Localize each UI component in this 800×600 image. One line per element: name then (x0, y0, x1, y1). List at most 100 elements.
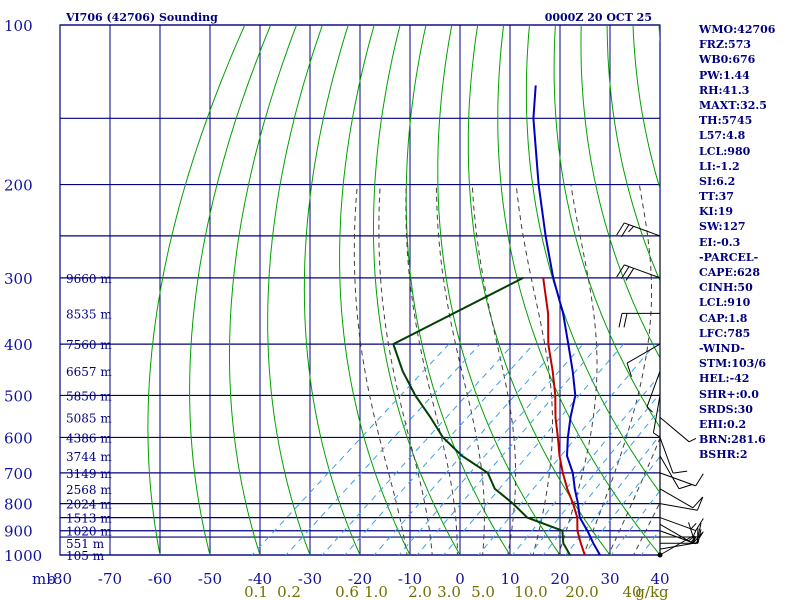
temperature-line (532, 85, 602, 555)
index-item: BRN:281.6 (699, 433, 766, 447)
sounding-profiles (392, 85, 602, 555)
mixing-ratio-line (321, 343, 514, 555)
wind-barb (659, 472, 704, 487)
temperature-tick-label: 30 (600, 570, 619, 588)
moist-adiabat (378, 184, 433, 555)
pressure-tick-label: 200 (4, 177, 33, 195)
index-item: LFC:785 (699, 326, 751, 340)
dry-adiabat (373, 25, 461, 555)
index-item: CINH:50 (699, 281, 753, 295)
wind-barb (659, 488, 703, 509)
barb-shaft (624, 264, 661, 279)
mixing-ratio-line (582, 455, 660, 555)
index-item: PW:1.44 (699, 68, 750, 82)
chart-time: 0000Z 20 OCT 25 (545, 11, 652, 24)
barb-shaft (659, 437, 674, 474)
index-item: L57:4.8 (699, 129, 746, 143)
pressure-unit-label: mb (32, 570, 56, 588)
dry-adiabat (229, 25, 298, 555)
height-label: 3149 m (66, 467, 112, 481)
wind-barb (646, 371, 661, 413)
index-item: TT:37 (699, 190, 734, 204)
index-item: STM:103/6 (699, 357, 766, 371)
mixing-ratio-label: 5.0 (471, 583, 495, 600)
height-label: 551 m (66, 537, 105, 551)
mixing-ratio-line (285, 343, 481, 555)
dry-adiabat (467, 25, 611, 555)
pressure-tick-label: 400 (4, 336, 33, 354)
index-item: LCL:980 (699, 144, 751, 158)
barb-shaft (652, 395, 661, 433)
barb-flag (688, 535, 695, 542)
wind-barb (659, 496, 704, 511)
temperature-tick-label: 40 (650, 570, 669, 588)
index-item: WB0:676 (699, 53, 756, 67)
barb-flag (695, 473, 704, 487)
barb-shaft (626, 343, 661, 364)
height-label: 2024 m (66, 498, 112, 512)
mixing-ratio-label: g/kg (635, 583, 669, 600)
height-label: 8535 m (66, 307, 112, 321)
index-item: BSHR:2 (699, 448, 748, 462)
height-label: 6657 m (66, 365, 112, 379)
index-item: RH:41.3 (699, 83, 750, 97)
barb-flag (653, 432, 661, 438)
barb-shaft (659, 455, 680, 490)
wind-barb (652, 395, 661, 438)
moist-adiabat (471, 184, 517, 555)
wind-barb (659, 455, 693, 490)
pressure-tick-label: 700 (4, 465, 33, 483)
barb-flag (618, 313, 623, 328)
index-item: SI:6.2 (699, 174, 736, 188)
mixing-ratio-line (373, 343, 561, 555)
dry-adiabat (525, 25, 660, 494)
chart-title: VI706 (42706) Sounding (65, 11, 218, 24)
temperature-tick-label: -70 (98, 570, 122, 588)
barb-shaft (646, 371, 661, 408)
barb-flag (620, 224, 630, 238)
barb-flag (692, 529, 697, 538)
barb-shaft (659, 535, 694, 556)
barb-flag (623, 313, 628, 328)
index-item: EHI:0.2 (699, 417, 747, 431)
dry-adiabat (405, 25, 511, 555)
barb-shaft (659, 488, 694, 509)
barb-flag (697, 522, 702, 538)
index-item: CAP:1.8 (699, 311, 748, 325)
mixing-ratio-label: 0.2 (277, 583, 301, 600)
mixing-ratio-label: 2.0 (408, 583, 432, 600)
index-item: KI:19 (699, 205, 734, 219)
moist-adiabat (633, 501, 660, 555)
temperature-tick-label: 0 (455, 570, 465, 588)
index-item: FRZ:573 (699, 38, 752, 52)
moist-adiabat (435, 184, 485, 555)
barb-flag (692, 496, 703, 509)
mixing-ratio-label: 3.0 (437, 583, 461, 600)
wind-barb (626, 343, 661, 377)
barb-flag (695, 518, 704, 531)
index-item: SRDS:30 (699, 402, 753, 416)
barb-flag (620, 266, 630, 279)
index-item: EI:-0.3 (699, 235, 741, 249)
dry-adiabat (189, 25, 272, 555)
index-item: LI:-1.2 (699, 159, 740, 173)
dry-adiabat (580, 25, 660, 359)
dry-adiabat (147, 25, 246, 555)
moist-adiabat (515, 184, 553, 555)
temperature-tick-label: -60 (148, 570, 172, 588)
moist-adiabat (405, 184, 458, 555)
barb-flag (616, 222, 625, 236)
barb-flag (626, 362, 632, 377)
wind-barbs (616, 222, 704, 558)
height-label: 7560 m (66, 338, 112, 352)
temperature-tick-label: 20 (550, 570, 569, 588)
pressure-tick-label: 500 (4, 387, 33, 405)
pressure-tick-label: 600 (4, 429, 33, 447)
mixing-ratio-label: 40 (622, 583, 641, 600)
barb-shaft (659, 517, 696, 532)
temperature-tick-label: -40 (248, 570, 272, 588)
barb-shaft (659, 523, 694, 544)
dewpoint-line (392, 277, 572, 555)
wind-barb (659, 517, 704, 532)
